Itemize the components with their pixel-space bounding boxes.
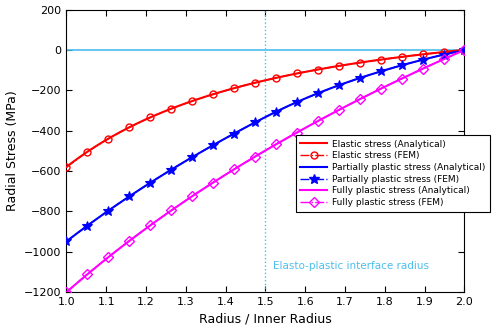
Y-axis label: Radial Stress (MPa): Radial Stress (MPa)	[6, 90, 18, 211]
Text: Elasto-plastic interface radius: Elasto-plastic interface radius	[274, 261, 430, 271]
Legend: Elastic stress (Analytical), Elastic stress (FEM), Partially plastic stress (Ana: Elastic stress (Analytical), Elastic str…	[296, 135, 490, 212]
X-axis label: Radius / Inner Radius: Radius / Inner Radius	[199, 312, 332, 325]
